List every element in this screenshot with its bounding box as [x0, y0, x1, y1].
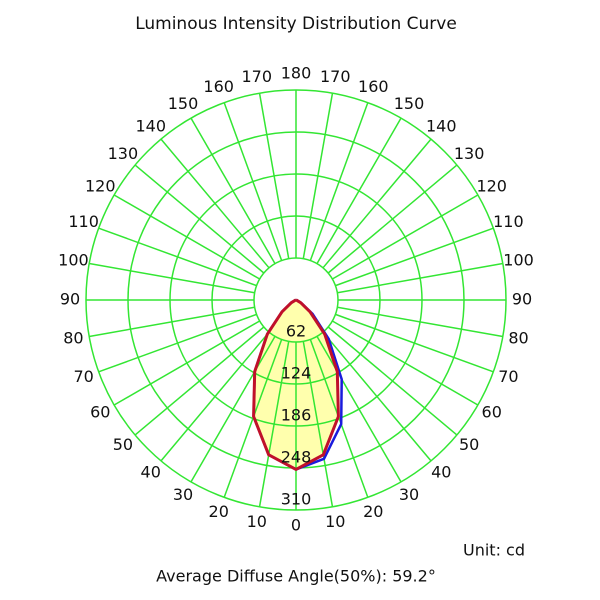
r-tick-label: 310	[281, 490, 312, 509]
angle-tick-label: 50	[113, 435, 133, 454]
grid-layer	[85, 89, 507, 511]
angle-tick-label: 30	[399, 485, 419, 504]
grid-spoke	[160, 138, 270, 269]
grid-spoke	[322, 138, 432, 269]
angle-tick-label: 60	[90, 403, 110, 422]
curve-layer	[252, 298, 343, 471]
angle-tick-label: 30	[173, 485, 193, 504]
angle-tick-label: 90	[60, 290, 80, 309]
angle-tick-label: 120	[85, 177, 116, 196]
grid-spoke	[327, 326, 458, 436]
grid-spoke	[223, 102, 283, 261]
chart-title: Luminous Intensity Distribution Curve	[135, 14, 457, 34]
angle-tick-label: 180	[281, 64, 312, 83]
angle-tick-label: 140	[426, 116, 457, 135]
grid-spoke	[337, 262, 503, 294]
unit-label: Unit: cd	[463, 541, 525, 560]
r-tick-label: 186	[281, 406, 312, 425]
angle-tick-label: 70	[73, 367, 93, 386]
grid-spoke	[113, 320, 261, 406]
angle-tick-label: 40	[431, 463, 451, 482]
grid-spoke	[190, 335, 276, 483]
angle-tick-label: 40	[141, 463, 161, 482]
grid-spoke	[331, 194, 479, 280]
grid-spoke	[113, 194, 261, 280]
angle-tick-label: 130	[454, 144, 485, 163]
angle-tick-label: 150	[394, 94, 425, 113]
grid-spoke	[335, 313, 494, 373]
intensity-curve	[252, 298, 340, 471]
grid-spoke	[335, 227, 494, 287]
annotation: Average Diffuse Angle(50%): 59.2°	[156, 567, 436, 586]
angle-tick-label: 130	[108, 144, 139, 163]
angle-tick-label: 170	[320, 67, 351, 86]
angle-tick-label: 70	[498, 367, 518, 386]
grid-spoke	[316, 335, 402, 483]
r-tick-label: 62	[286, 322, 306, 341]
grid-spoke	[258, 93, 290, 259]
angle-tick-label: 0	[291, 516, 301, 535]
grid-spoke	[316, 117, 402, 265]
angle-tick-label: 90	[512, 290, 532, 309]
angle-tick-label: 20	[209, 502, 229, 521]
grid-spoke	[327, 164, 458, 274]
angle-tick-label: 80	[63, 329, 83, 348]
angle-tick-label: 120	[476, 177, 507, 196]
angle-tick-label: 100	[503, 250, 534, 269]
angle-tick-label: 100	[58, 250, 89, 269]
grid-spoke	[98, 313, 257, 373]
angle-tick-label: 150	[168, 94, 199, 113]
grid-spoke	[160, 331, 270, 462]
r-tick-label: 248	[281, 448, 312, 467]
angle-tick-label: 50	[459, 435, 479, 454]
grid-spoke	[258, 341, 290, 507]
angle-tick-label: 10	[325, 512, 345, 531]
angle-tick-label: 110	[493, 212, 524, 231]
r-tick-label: 124	[281, 364, 312, 383]
grid-spoke	[322, 331, 432, 462]
angle-tick-label: 160	[203, 77, 234, 96]
angle-tick-label: 80	[508, 329, 528, 348]
grid-spoke	[331, 320, 479, 406]
grid-spoke	[302, 341, 334, 507]
grid-spoke	[337, 306, 503, 338]
grid-spoke	[309, 102, 369, 261]
angle-tick-label: 60	[482, 403, 502, 422]
angle-tick-label: 20	[363, 502, 383, 521]
grid-spoke	[89, 262, 255, 294]
angle-tick-label: 110	[68, 212, 99, 231]
angle-tick-label: 140	[135, 116, 166, 135]
grid-spoke	[134, 164, 265, 274]
angle-tick-label: 170	[241, 67, 272, 86]
angle-tick-label: 160	[358, 77, 389, 96]
grid-spoke	[302, 93, 334, 259]
grid-spoke	[98, 227, 257, 287]
grid-spoke	[190, 117, 276, 265]
grid-spoke	[134, 326, 265, 436]
grid-spoke	[89, 306, 255, 338]
angle-tick-label: 10	[247, 512, 267, 531]
